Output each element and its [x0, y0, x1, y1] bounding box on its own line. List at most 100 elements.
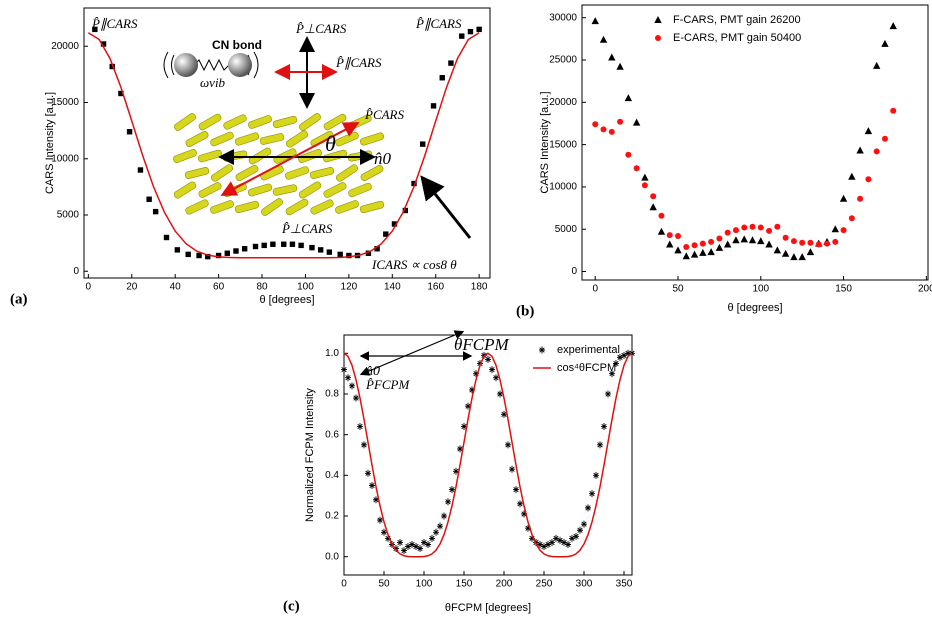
fit-line [343, 352, 633, 558]
marker [616, 62, 624, 70]
x-tick-label: 150 [456, 579, 473, 590]
marker [807, 239, 814, 246]
y-tick-label: 10000 [549, 182, 577, 193]
marker [449, 486, 455, 494]
marker [840, 227, 847, 234]
marker [493, 374, 499, 382]
marker [349, 382, 355, 390]
x-tick-label: 200 [496, 579, 513, 590]
x-tick-label: 300 [576, 579, 593, 590]
plot-frame [581, 4, 929, 281]
atom [228, 53, 252, 77]
x-tick-label: 0 [86, 282, 92, 293]
x-tick-label: 200 [918, 284, 932, 295]
marker [708, 238, 715, 245]
x-tick-label: 160 [427, 282, 444, 293]
marker [682, 252, 690, 260]
marker [569, 534, 575, 542]
marker [517, 500, 523, 508]
arrow [359, 330, 465, 376]
marker [381, 528, 387, 536]
marker [205, 253, 211, 260]
plot-frame [343, 334, 633, 576]
marker [707, 248, 715, 256]
marker [497, 390, 503, 398]
annotation: θ [325, 131, 336, 156]
marker [545, 540, 551, 548]
atom [174, 53, 198, 77]
marker [553, 534, 559, 542]
marker [461, 423, 467, 431]
marker [100, 41, 107, 47]
marker [409, 540, 415, 548]
marker [289, 241, 296, 247]
y-tick-label: 0.4 [325, 470, 339, 481]
rod [173, 181, 197, 199]
marker [391, 221, 398, 227]
marker [716, 235, 723, 242]
marker [137, 167, 144, 173]
marker [425, 540, 431, 548]
annotation: n̂0 [366, 364, 380, 379]
marker [608, 53, 616, 61]
marker [691, 242, 698, 249]
marker [613, 359, 619, 367]
marker [666, 232, 673, 239]
marker [832, 238, 839, 245]
marker [633, 165, 640, 172]
marker [600, 126, 607, 133]
marker [641, 173, 649, 181]
marker [326, 249, 333, 255]
marker [649, 203, 657, 211]
marker [509, 465, 515, 473]
marker [617, 118, 624, 125]
marker [625, 349, 631, 357]
annotation: P̂∥CARS [415, 16, 462, 31]
marker [433, 528, 439, 536]
marker [609, 370, 615, 378]
marker [174, 247, 181, 253]
marker [806, 248, 815, 256]
annotation: θFCPM [454, 335, 509, 354]
annotation: n̂0 [374, 149, 392, 168]
marker [445, 498, 451, 506]
x-axis-label: θ [degrees] [259, 294, 314, 306]
marker [592, 121, 599, 128]
rod [285, 198, 309, 216]
marker [448, 60, 454, 66]
x-tick-label: 100 [297, 282, 314, 293]
arrow [420, 175, 472, 239]
spring [193, 58, 230, 72]
marker [163, 234, 170, 241]
marker [766, 227, 773, 234]
y-tick-label: 5000 [57, 210, 80, 221]
marker [126, 129, 133, 135]
annotation: P̂∥CARS [91, 16, 138, 31]
marker [298, 242, 304, 249]
marker [252, 243, 259, 250]
x-tick-label: 60 [213, 282, 225, 293]
marker [757, 237, 765, 245]
marker [421, 538, 427, 546]
y-tick-label: 1.0 [325, 348, 339, 359]
marker [309, 244, 315, 251]
marker [715, 243, 724, 251]
marker [723, 240, 732, 248]
marker [459, 33, 465, 39]
marker [699, 248, 707, 256]
y-axis-label: CARS Intensity [a.u.] [539, 91, 551, 193]
marker [374, 246, 380, 252]
marker [505, 441, 511, 449]
marker [625, 151, 632, 158]
vibration-marks [163, 51, 259, 79]
marker [270, 241, 276, 247]
x-tick-label: 50 [672, 284, 684, 295]
marker [411, 180, 417, 187]
marker [429, 534, 435, 542]
x-tick-label: 180 [471, 282, 488, 293]
marker [109, 63, 115, 70]
fit-line [87, 32, 480, 259]
marker [632, 118, 641, 126]
legend-label: cos⁴θFCPM [557, 362, 616, 374]
x-tick-label: 250 [536, 579, 553, 590]
